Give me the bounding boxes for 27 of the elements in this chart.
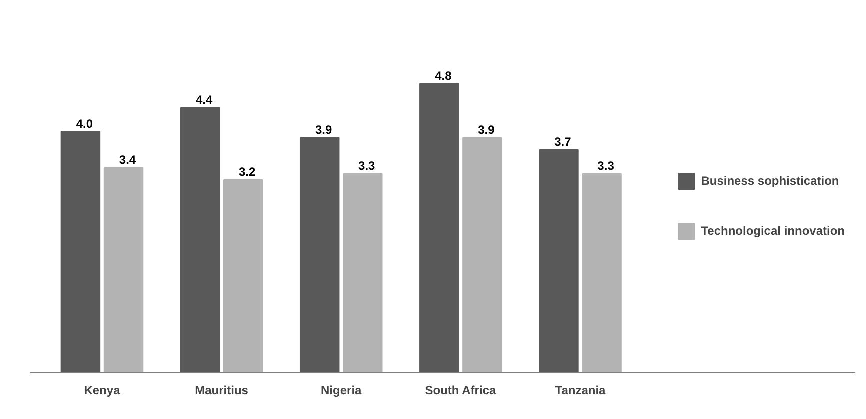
bar	[462, 137, 502, 372]
data-label: 3.3	[358, 159, 376, 174]
data-label: 3.7	[554, 134, 572, 149]
data-label: 4.0	[76, 116, 94, 131]
legend-label: Technological innovation	[701, 224, 845, 238]
data-label: 3.3	[598, 159, 615, 174]
x-tick-label: Tanzania	[555, 384, 606, 398]
x-tick-label: South Africa	[425, 384, 496, 398]
x-tick-label: Mauritius	[195, 384, 249, 398]
bar	[343, 174, 383, 372]
bar	[539, 149, 579, 372]
bar	[60, 131, 101, 372]
data-label: 4.8	[435, 68, 452, 83]
legend-label: Business sophistication	[701, 174, 840, 188]
data-label: 3.9	[316, 122, 333, 137]
bar	[223, 180, 264, 372]
bar	[582, 174, 622, 372]
data-label: 3.4	[119, 153, 136, 168]
bar	[420, 83, 460, 372]
data-label: 4.4	[196, 92, 213, 107]
bar	[300, 137, 340, 372]
bar	[104, 168, 144, 372]
x-tick-label: Nigeria	[321, 384, 362, 398]
data-label: 3.2	[238, 165, 256, 180]
bar	[180, 107, 220, 372]
data-label: 3.9	[478, 122, 496, 137]
x-tick-label: Kenya	[84, 384, 121, 398]
